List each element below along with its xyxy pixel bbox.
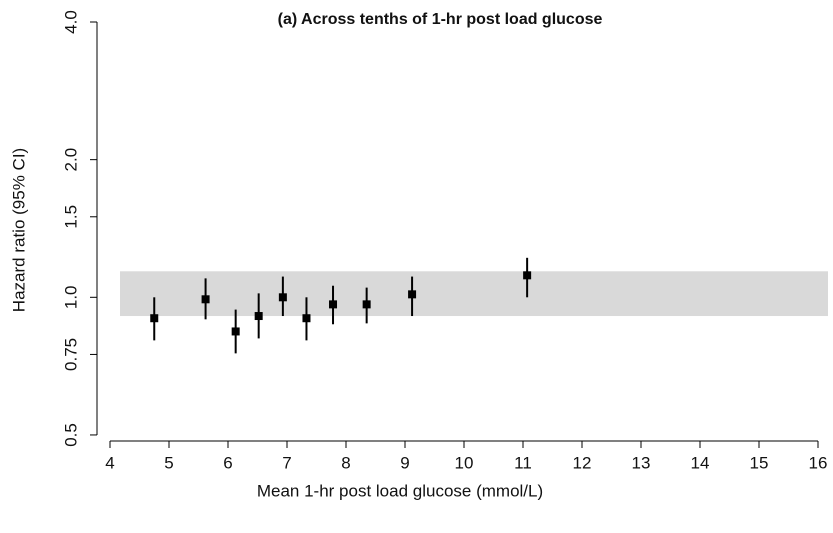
x-tick-label: 4 (105, 453, 114, 472)
chart-title: (a) Across tenths of 1-hr post load gluc… (278, 11, 603, 28)
point (362, 300, 371, 309)
point (278, 293, 287, 302)
x-tick-label: 13 (632, 453, 651, 472)
x-axis-label: Mean 1-hr post load glucose (mmol/L) (257, 481, 543, 500)
y-tick-label: 2.0 (61, 148, 80, 172)
x-tick-label: 10 (455, 453, 474, 472)
point (201, 295, 210, 304)
y-tick-label: 0.75 (61, 338, 80, 371)
x-tick-label: 7 (282, 453, 291, 472)
y-axis-label: Hazard ratio (95% CI) (9, 148, 28, 312)
x-tick-label: 16 (809, 453, 828, 472)
point (523, 271, 532, 280)
x-tick-label: 5 (164, 453, 173, 472)
x-tick-label: 6 (223, 453, 232, 472)
point (231, 327, 240, 336)
x-tick-label: 14 (691, 453, 710, 472)
reference-band (120, 271, 828, 317)
y-tick-label: 1.5 (61, 205, 80, 229)
point (302, 314, 311, 323)
x-tick-label: 11 (514, 453, 532, 472)
point (329, 300, 338, 309)
point (408, 290, 417, 299)
x-tick-label: 8 (341, 453, 350, 472)
point (254, 312, 263, 321)
y-tick-label: 1.0 (61, 285, 80, 309)
y-tick-label: 0.5 (61, 423, 80, 447)
x-tick-label: 12 (573, 453, 592, 472)
x-tick-label: 9 (400, 453, 409, 472)
y-tick-label: 4.0 (61, 10, 80, 34)
x-tick-label: 15 (750, 453, 769, 472)
point (150, 314, 159, 323)
